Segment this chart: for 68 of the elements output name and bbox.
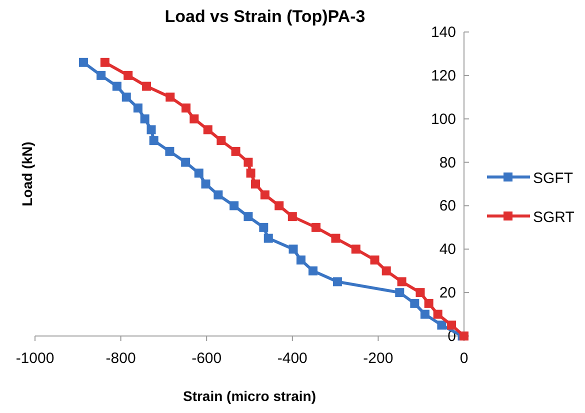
- point: [251, 180, 260, 188]
- point: [244, 212, 253, 222]
- y-axis-title: Load (kN): [19, 142, 35, 206]
- point: [214, 190, 223, 200]
- point: [424, 298, 434, 308]
- point: [244, 158, 253, 167]
- point: [288, 212, 297, 222]
- x-tick-label: -200: [363, 350, 394, 367]
- point: [288, 244, 298, 254]
- point: [308, 266, 318, 276]
- point: [447, 320, 456, 330]
- point: [203, 125, 212, 134]
- point: [274, 201, 284, 210]
- point: [140, 114, 150, 124]
- point: [182, 104, 191, 112]
- point: [100, 58, 110, 67]
- chart-title: Load vs Strain (Top)PA-3: [164, 7, 366, 26]
- point: [331, 234, 340, 243]
- point: [296, 256, 306, 264]
- x-tick-label: -600: [192, 350, 222, 367]
- point: [124, 70, 133, 80]
- point: [397, 277, 406, 286]
- point: [230, 201, 239, 210]
- point: [437, 320, 446, 330]
- point: [433, 310, 442, 319]
- point: [395, 288, 404, 298]
- x-tick-label: -400: [277, 350, 308, 367]
- x-axis-title: Strain (micro strain): [182, 388, 316, 404]
- point: [149, 136, 158, 146]
- y-tick-label: 100: [430, 110, 456, 128]
- y-tick-label: 60: [439, 198, 456, 215]
- point: [382, 266, 391, 276]
- point: [142, 82, 152, 91]
- point: [96, 70, 106, 80]
- y-tick-label: 80: [439, 154, 456, 172]
- point: [332, 277, 342, 286]
- point: [190, 114, 199, 124]
- point: [201, 180, 210, 188]
- y-tick-label: 40: [439, 241, 456, 258]
- point: [420, 310, 430, 319]
- point: [311, 222, 320, 232]
- legend-label: SGFT: [533, 170, 573, 187]
- point: [370, 256, 380, 264]
- point: [231, 146, 240, 156]
- legend-label: SGRT: [533, 209, 574, 226]
- point: [259, 222, 268, 232]
- point: [216, 136, 226, 146]
- y-tick-label: 140: [430, 24, 456, 41]
- y-tick-label: 20: [439, 284, 456, 302]
- point: [112, 82, 122, 91]
- point: [264, 234, 273, 243]
- point: [194, 168, 204, 178]
- x-tick-label: -1000: [16, 350, 54, 367]
- point: [416, 288, 425, 298]
- point: [351, 244, 360, 254]
- point: [165, 146, 174, 156]
- y-tick-label: 120: [430, 67, 456, 84]
- point: [246, 168, 256, 178]
- point: [166, 92, 175, 102]
- point: [133, 104, 142, 112]
- point: [181, 158, 190, 167]
- point: [122, 92, 131, 102]
- point: [410, 298, 420, 308]
- x-tick-label: -800: [106, 350, 136, 367]
- x-tick-label: 0: [460, 350, 468, 367]
- point: [260, 190, 270, 200]
- point: [78, 58, 88, 67]
- point: [146, 125, 156, 134]
